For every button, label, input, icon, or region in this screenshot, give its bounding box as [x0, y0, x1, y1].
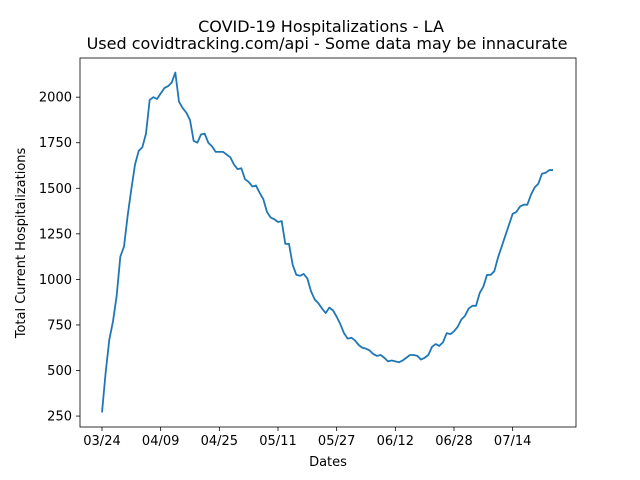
y-tick-label: 1250: [39, 227, 72, 242]
y-axis: 250 500 750 1000 1250 1500 1750 2000: [39, 91, 80, 425]
y-tick-label: 500: [47, 364, 72, 379]
x-axis: 03/24 04/09 04/25 05/11 05/27 06/12 06/28 07/14: [83, 427, 531, 449]
plot-frame: [79, 57, 577, 428]
x-tick-label: 05/27: [318, 434, 355, 449]
x-tick-label: 05/11: [259, 434, 296, 449]
plot-content: [101, 71, 553, 413]
chart-subtitle: Used covidtracking.com/api - Some data m…: [87, 34, 568, 53]
y-tick-label: 1000: [39, 273, 72, 288]
y-tick-label: 1500: [39, 182, 72, 197]
x-tick-label: 03/24: [83, 434, 120, 449]
y-tick-label: 250: [47, 410, 72, 425]
y-tick-label: 2000: [39, 91, 72, 106]
y-tick-label: 1750: [39, 136, 72, 151]
series-line: [101, 71, 553, 413]
x-tick-label: 04/25: [201, 434, 238, 449]
x-tick-label: 07/14: [494, 434, 531, 449]
chart-title: COVID-19 Hospitalizations - LA: [198, 17, 444, 36]
x-tick-label: 04/09: [142, 434, 179, 449]
y-axis-label: Total Current Hospitalizations: [14, 147, 29, 339]
x-tick-label: 06/28: [435, 434, 472, 449]
x-tick-label: 06/12: [377, 434, 414, 449]
x-axis-label: Dates: [309, 455, 347, 470]
y-tick-label: 750: [47, 318, 72, 333]
